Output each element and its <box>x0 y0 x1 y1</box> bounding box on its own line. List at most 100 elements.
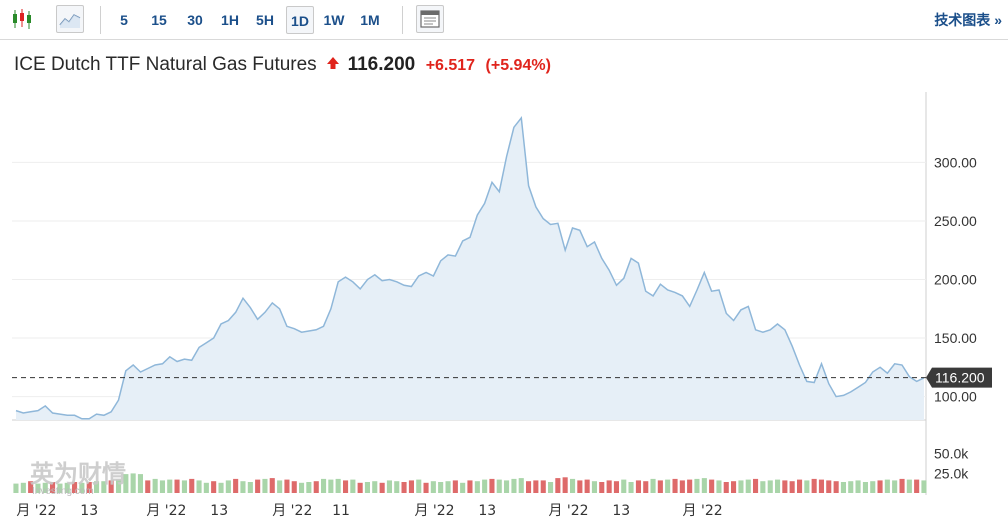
timeframe-1w[interactable]: 1W <box>323 12 345 28</box>
volume-bar <box>738 480 744 493</box>
volume-bar <box>782 480 788 493</box>
volume-bar <box>606 480 612 493</box>
price-tick-label: 300.00 <box>934 154 977 170</box>
volume-bar <box>701 478 707 493</box>
volume-bar <box>731 481 737 493</box>
timeframe-1h[interactable]: 1H <box>221 12 239 28</box>
price-line <box>15 115 925 420</box>
timeframe-30[interactable]: 30 <box>187 12 203 28</box>
watermark-logo: 英为财情 <box>30 460 126 488</box>
volume-bar <box>870 481 876 493</box>
volume-bar <box>379 482 385 493</box>
timeframe-1d[interactable]: 1D <box>286 6 314 34</box>
volume-bar <box>50 482 56 493</box>
volume-bar <box>416 479 422 493</box>
volume-bar <box>13 483 19 493</box>
chart-toolbar: 5 15 30 1H 5H 1D 1W 1M 技术图表 » <box>0 0 1008 40</box>
volume-bar <box>818 479 824 493</box>
toolbar-separator <box>402 6 403 34</box>
volume-bar <box>284 479 290 493</box>
volume-bar <box>79 482 85 493</box>
volume-bar <box>72 482 78 493</box>
volume-bar <box>474 481 480 493</box>
timeframe-5[interactable]: 5 <box>120 12 128 28</box>
volume-bar <box>628 482 634 493</box>
timeframe-15[interactable]: 15 <box>151 12 167 28</box>
watermark-sub: Investing.com <box>32 486 94 497</box>
x-tick-label: 13 <box>478 503 496 519</box>
price-area <box>16 117 924 421</box>
last-price-marker <box>926 367 992 388</box>
volume-bar <box>672 478 678 493</box>
volume-bar <box>152 478 158 493</box>
volume-bar <box>101 481 107 493</box>
volume-bar <box>211 481 217 493</box>
volume-bar <box>423 482 429 493</box>
volume-bar <box>489 478 495 493</box>
volume-bar <box>350 479 356 493</box>
volume-bar <box>57 483 63 493</box>
chart-layout-icon[interactable] <box>416 5 444 33</box>
volume-bar <box>643 481 649 493</box>
volume-bar <box>321 478 327 493</box>
volume-bar <box>767 480 773 493</box>
volume-bar <box>921 480 927 493</box>
volume-bar <box>445 481 451 493</box>
up-arrow-icon <box>327 56 340 74</box>
volume-bar <box>665 479 671 493</box>
volume-bar <box>877 480 883 493</box>
line-chart-icon[interactable] <box>56 5 84 33</box>
volume-bar <box>203 482 209 493</box>
volume-bar <box>804 480 810 493</box>
x-tick-label: 月 '22 <box>272 503 312 519</box>
instrument-name: ICE Dutch TTF Natural Gas Futures <box>14 54 317 75</box>
x-tick-label: 月 '22 <box>548 503 588 519</box>
price-tick-label: 250.00 <box>934 213 977 229</box>
volume-bar <box>826 480 832 493</box>
volume-bar <box>20 482 26 493</box>
volume-tick-label: 50.0k <box>934 446 969 462</box>
volume-bar <box>709 479 715 493</box>
volume-bar <box>811 478 817 493</box>
volume-bar <box>584 479 590 493</box>
timeframe-5h[interactable]: 5H <box>256 12 274 28</box>
volume-bar <box>848 481 854 493</box>
candlestick-chart-icon[interactable] <box>8 5 36 33</box>
volume-bar <box>548 482 554 493</box>
volume-bar <box>526 481 532 493</box>
volume-bar <box>518 478 524 493</box>
volume-bar <box>635 480 641 493</box>
technical-chart-link[interactable]: 技术图表 » <box>934 12 1002 28</box>
volume-bar <box>181 480 187 493</box>
volume-bar <box>174 479 180 493</box>
last-price-label: 116.200 <box>935 370 985 386</box>
volume-bar <box>789 481 795 493</box>
x-tick-label: 13 <box>612 503 630 519</box>
volume-bar <box>343 480 349 493</box>
volume-bar <box>189 478 195 493</box>
volume-bar <box>694 478 700 493</box>
price-tick-label: 100.00 <box>934 389 977 405</box>
volume-bar <box>840 482 846 493</box>
volume-bar <box>467 480 473 493</box>
volume-bar <box>884 479 890 493</box>
volume-bar <box>328 479 334 493</box>
volume-bar <box>570 478 576 493</box>
volume-bar <box>621 479 627 493</box>
volume-bar <box>247 482 253 493</box>
volume-tick-label: 25.0k <box>934 465 969 481</box>
x-tick-label: 月 '22 <box>16 503 56 519</box>
timeframe-1m[interactable]: 1M <box>360 12 380 28</box>
volume-bar <box>137 474 143 493</box>
toolbar-separator <box>100 6 101 34</box>
volume-bar <box>42 482 48 493</box>
volume-bar <box>906 479 912 493</box>
volume-bar <box>116 479 122 493</box>
volume-bar <box>130 473 136 493</box>
volume-bar <box>914 479 920 493</box>
x-tick-label: 13 <box>80 503 98 519</box>
volume-bar <box>452 480 458 493</box>
volume-bar <box>687 479 693 493</box>
volume-bar <box>145 480 151 493</box>
